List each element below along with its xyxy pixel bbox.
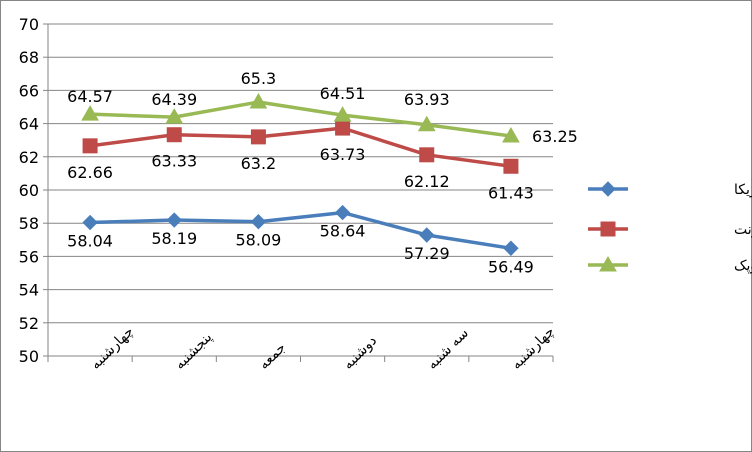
y-tick-label: 54: [19, 281, 39, 300]
data-point-triangle: [502, 127, 520, 143]
y-tick-label: 70: [19, 15, 39, 34]
data-point-diamond: [250, 213, 267, 230]
data-point-square: [419, 147, 435, 163]
data-point-triangle: [165, 108, 184, 124]
x-category-label: پنجشنبه: [172, 329, 216, 373]
data-point-diamond: [600, 181, 616, 197]
x-category-label: دوشنبه: [340, 333, 380, 373]
x-axis-categories: چهارشنبه پنجشنبه جمعه دوشنبه سه شنبه چهارشنبه: [88, 323, 558, 372]
y-tick-label: 64: [19, 115, 39, 134]
data-label: 63.93: [404, 90, 450, 109]
data-label: 56.49: [488, 257, 534, 276]
y-tick-label: 62: [19, 148, 39, 167]
y-tick-label: 56: [19, 247, 39, 266]
data-point-square: [250, 129, 266, 145]
data-point-triangle: [599, 255, 617, 272]
legend: نفت خام آمریکا نفت برنت نفت اوپک: [588, 181, 752, 274]
x-category-label: سه شنبه: [424, 325, 472, 373]
y-tick-label: 68: [19, 48, 39, 67]
data-label: 58.04: [67, 232, 113, 251]
data-label: 63.73: [320, 145, 366, 164]
data-label: 64.57: [67, 87, 113, 106]
data-point-square: [82, 138, 98, 154]
data-label: 58.19: [151, 229, 197, 248]
data-label: 61.43: [488, 183, 534, 202]
legend-label: نفت خام آمریکا: [734, 181, 752, 198]
data-label: 64.39: [151, 90, 197, 109]
x-category-label: چهارشنبه: [508, 323, 557, 372]
data-point-square: [335, 120, 351, 136]
data-point-triangle: [81, 105, 99, 121]
series-line: [90, 100, 512, 138]
series-line: [90, 210, 512, 250]
series-line: [89, 126, 512, 168]
data-labels: 58.04 58.19 58.09 58.64 57.29 56.49 62.66 63.33…: [67, 69, 578, 276]
data-point-diamond: [82, 214, 98, 231]
data-label: 58.09: [236, 231, 282, 250]
data-label: 65.3: [241, 69, 277, 88]
y-axis-ticks: 50 52 54 56 58 60 62 64 66 68 70: [19, 15, 39, 366]
data-label: 62.12: [404, 172, 450, 191]
legend-label: نفت برنت: [734, 222, 752, 238]
data-label: 57.29: [404, 244, 450, 263]
x-category-label: چهارشنبه: [88, 323, 137, 372]
y-tick-label: 50: [19, 347, 39, 366]
data-point-square: [503, 158, 519, 174]
y-tick-label: 66: [19, 81, 39, 100]
data-label: 58.64: [320, 222, 366, 241]
data-point-diamond: [419, 227, 435, 243]
data-label: 64.51: [320, 84, 366, 103]
data-point-triangle: [417, 115, 436, 132]
legend-label: نفت اوپک: [734, 258, 752, 274]
gridlines: [48, 23, 553, 324]
data-point-diamond: [334, 204, 351, 221]
data-point-triangle: [249, 93, 268, 109]
data-label: 63.25: [532, 127, 578, 146]
y-tick-label: 60: [19, 181, 39, 200]
series-lines: [81, 93, 520, 256]
data-point-square: [166, 127, 182, 143]
data-point-triangle: [333, 106, 352, 122]
y-tick-label: 58: [19, 214, 39, 233]
data-label: 63.33: [151, 152, 197, 171]
data-point-diamond: [166, 212, 182, 228]
y-tick-label: 52: [19, 314, 39, 333]
data-label: 62.66: [67, 163, 113, 182]
data-label: 63.2: [241, 154, 277, 173]
axes: [43, 23, 554, 362]
data-point-square: [600, 221, 616, 237]
data-point-diamond: [503, 240, 519, 256]
